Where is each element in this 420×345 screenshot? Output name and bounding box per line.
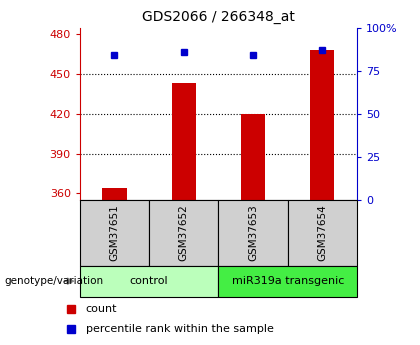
Text: percentile rank within the sample: percentile rank within the sample (86, 324, 273, 334)
Bar (80, 200, 149, 266)
Bar (218, 200, 288, 266)
Text: control: control (130, 276, 168, 286)
Bar (149, 200, 218, 266)
Text: count: count (86, 304, 117, 314)
Title: GDS2066 / 266348_at: GDS2066 / 266348_at (142, 10, 295, 24)
Bar (288, 200, 357, 266)
Text: miR319a transgenic: miR319a transgenic (231, 276, 344, 286)
Text: GSM37653: GSM37653 (248, 205, 258, 261)
Bar (172, 83, 196, 200)
Bar (102, 188, 126, 200)
Text: GSM37654: GSM37654 (318, 205, 327, 261)
Text: genotype/variation: genotype/variation (4, 276, 103, 286)
Bar (218, 266, 357, 297)
Bar (310, 50, 334, 200)
Text: GSM37652: GSM37652 (179, 205, 189, 261)
Bar (80, 266, 218, 297)
Text: GSM37651: GSM37651 (110, 205, 119, 261)
Bar (241, 114, 265, 200)
